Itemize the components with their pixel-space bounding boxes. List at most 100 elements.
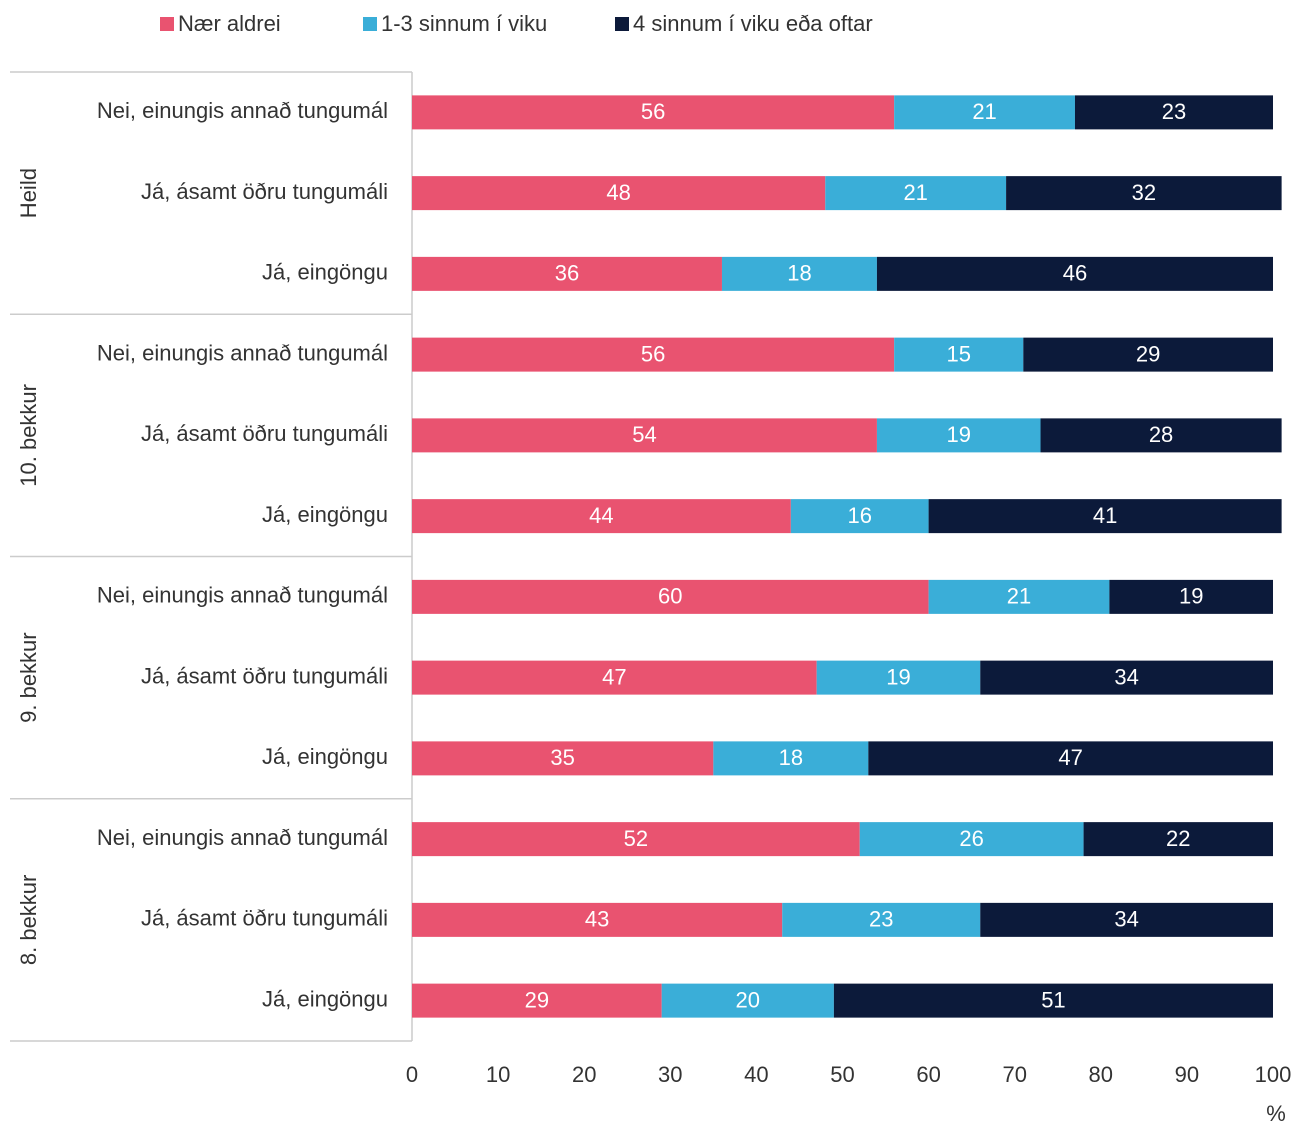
data-label: 20: [736, 987, 760, 1012]
data-label: 34: [1114, 907, 1138, 932]
y-tick-label: Já, ásamt öðru tungumáli: [141, 179, 388, 204]
y-tick-label: Já, eingöngu: [262, 260, 388, 285]
data-label: 34: [1114, 664, 1138, 689]
y-tick-label: Já, eingöngu: [262, 986, 388, 1011]
x-tick-label: 20: [572, 1062, 596, 1087]
data-label: 16: [847, 503, 871, 528]
bar-segment: [412, 499, 791, 534]
y-tick-label: Já, ásamt öðru tungumáli: [141, 663, 388, 688]
data-label: 52: [624, 826, 648, 851]
y-tick-label: Nei, einungis annað tungumál: [97, 340, 388, 365]
data-label: 47: [1058, 745, 1082, 770]
legend-swatch: [615, 17, 629, 31]
bar-segment: [412, 902, 783, 937]
bar-segment: [412, 741, 714, 776]
bar-segment: [412, 579, 929, 614]
bar-segment: [412, 822, 860, 857]
bar-segment: [790, 499, 929, 534]
bar-segment: [876, 418, 1041, 453]
group-label: Heild: [16, 168, 41, 218]
y-tick-label: Nei, einungis annað tungumál: [97, 583, 388, 608]
data-label: 23: [1162, 99, 1186, 124]
data-label: 46: [1063, 261, 1087, 286]
x-tick-label: 60: [916, 1062, 940, 1087]
group-label: 10. bekkur: [16, 384, 41, 487]
legend-swatch: [363, 17, 377, 31]
bar-segment: [1040, 418, 1282, 453]
data-label: 32: [1132, 180, 1156, 205]
bar-segment: [721, 256, 877, 291]
x-tick-label: 80: [1089, 1062, 1113, 1087]
bar-segment: [816, 660, 981, 695]
x-tick-label: 40: [744, 1062, 768, 1087]
y-tick-label: Já, ásamt öðru tungumáli: [141, 906, 388, 931]
bar-segment: [868, 741, 1273, 776]
bar-segment: [928, 499, 1282, 534]
data-label: 56: [641, 341, 665, 366]
y-tick-label: Nei, einungis annað tungumál: [97, 98, 388, 123]
bar-segment: [1083, 822, 1273, 857]
data-label: 19: [886, 664, 910, 689]
bar-segment: [412, 660, 817, 695]
data-label: 15: [946, 341, 970, 366]
bar-segment: [412, 418, 877, 453]
data-label: 44: [589, 503, 613, 528]
legend-swatch: [160, 17, 174, 31]
data-label: 28: [1149, 422, 1173, 447]
x-tick-label: 30: [658, 1062, 682, 1087]
data-label: 21: [903, 180, 927, 205]
data-label: 29: [1136, 341, 1160, 366]
bar-segment: [412, 176, 826, 211]
bar-segment: [412, 337, 895, 372]
data-label: 56: [641, 99, 665, 124]
bar-segment: [412, 95, 895, 130]
bar-segment: [782, 902, 981, 937]
bar-segment: [825, 176, 1007, 211]
y-tick-label: Já, eingöngu: [262, 502, 388, 527]
x-tick-label: 70: [1002, 1062, 1026, 1087]
x-tick-label: 50: [830, 1062, 854, 1087]
bar-segment: [859, 822, 1084, 857]
legend-label: 1-3 sinnum í viku: [381, 11, 547, 36]
data-label: 29: [525, 987, 549, 1012]
bar-segment: [833, 983, 1273, 1018]
y-tick-label: Já, eingöngu: [262, 744, 388, 769]
data-label: 36: [555, 261, 579, 286]
data-label: 41: [1093, 503, 1117, 528]
data-label: 48: [606, 180, 630, 205]
legend-label: Nær aldrei: [178, 11, 281, 36]
x-tick-label: 90: [1175, 1062, 1199, 1087]
bar-segment: [894, 95, 1075, 130]
bar-segment: [980, 902, 1273, 937]
y-tick-label: Já, ásamt öðru tungumáli: [141, 421, 388, 446]
bar-segment: [1109, 579, 1273, 614]
x-tick-label: 10: [486, 1062, 510, 1087]
x-tick-label: 0: [406, 1062, 418, 1087]
data-label: 22: [1166, 826, 1190, 851]
data-label: 21: [972, 99, 996, 124]
data-label: 43: [585, 907, 609, 932]
data-label: 18: [787, 261, 811, 286]
bar-segment: [412, 256, 722, 291]
data-label: 47: [602, 664, 626, 689]
data-label: 51: [1041, 987, 1065, 1012]
data-label: 19: [946, 422, 970, 447]
data-label: 35: [550, 745, 574, 770]
bar-segment: [928, 579, 1110, 614]
data-label: 60: [658, 584, 682, 609]
group-label: 8. bekkur: [16, 875, 41, 966]
data-label: 26: [959, 826, 983, 851]
bar-segment: [661, 983, 834, 1018]
bar-segment: [1006, 176, 1282, 211]
data-label: 19: [1179, 584, 1203, 609]
x-axis-label: %: [1266, 1101, 1286, 1126]
group-label: 9. bekkur: [16, 632, 41, 723]
bar-segment: [412, 983, 662, 1018]
y-tick-label: Nei, einungis annað tungumál: [97, 825, 388, 850]
data-label: 18: [779, 745, 803, 770]
bar-segment: [1074, 95, 1273, 130]
bar-segment: [876, 256, 1273, 291]
bar-segment: [980, 660, 1273, 695]
x-tick-label: 100: [1255, 1062, 1292, 1087]
bar-segment: [894, 337, 1024, 372]
